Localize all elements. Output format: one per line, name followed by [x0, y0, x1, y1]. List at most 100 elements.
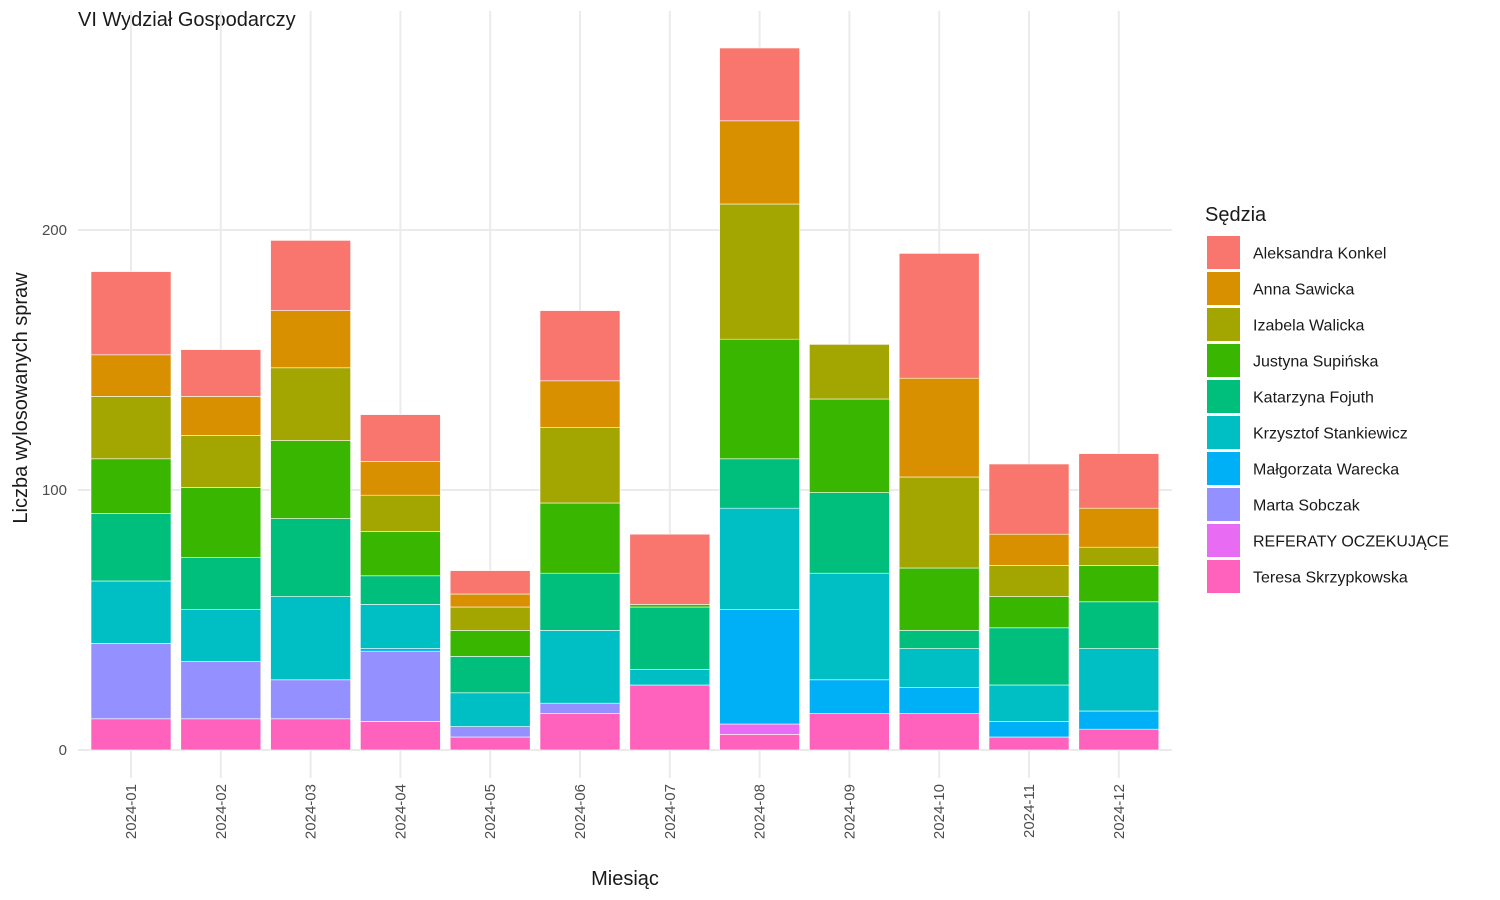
bar-segment [898, 630, 980, 649]
x-tick-label: 2024-09 [841, 784, 858, 839]
legend-swatch [1207, 488, 1240, 521]
x-tick-label: 2024-11 [1021, 784, 1038, 838]
x-tick-label: 2024-06 [572, 784, 589, 839]
y-tick-label: 100 [42, 482, 67, 499]
bar-segment [719, 609, 800, 725]
bar-segment [270, 718, 351, 751]
bar-segment [270, 596, 351, 681]
bar-segment [449, 726, 531, 738]
bar-segment [360, 494, 441, 532]
x-tick-label: 2024-05 [482, 784, 499, 839]
bar-segment [449, 570, 531, 595]
x-tick-label: 2024-03 [303, 784, 320, 839]
bar-segment [270, 367, 351, 441]
x-tick-labels: 2024-01 2024-02 2024-03 2024-04 2024-05 2024-… [123, 784, 1128, 839]
bar-segment [449, 606, 531, 631]
bar-segment [180, 435, 262, 488]
bar-segment [988, 684, 1070, 722]
bar-segment [90, 458, 172, 514]
bar-segment [988, 721, 1070, 738]
bar-segment [1078, 565, 1160, 603]
bar-segment [719, 47, 800, 122]
bar-segment [360, 575, 441, 605]
y-tick-label: 200 [42, 222, 67, 239]
bar-segment [809, 492, 890, 574]
bar-segment [449, 630, 531, 657]
bar-segment [90, 643, 172, 720]
legend-swatch [1207, 560, 1240, 593]
bar-segment [539, 380, 621, 428]
bar-segment [1078, 728, 1160, 751]
bar-segment [629, 606, 711, 670]
bar-segment [988, 596, 1070, 629]
bar-segment [449, 593, 531, 608]
legend: Sędzia Aleksandra Konkel Anna Sawicka Izab… [1205, 204, 1449, 593]
bars-layer [90, 47, 1160, 751]
bar-segment [988, 627, 1070, 686]
legend-swatch [1207, 416, 1240, 449]
bar-segment [90, 354, 172, 397]
bar-segment [1078, 648, 1160, 712]
legend-items: Aleksandra Konkel Anna Sawicka Izabela Wal… [1207, 236, 1449, 593]
bar-segment [539, 713, 621, 751]
legend-swatch [1207, 272, 1240, 305]
bar-segment [629, 533, 711, 605]
bar-segment [90, 271, 172, 356]
bar-segment [90, 513, 172, 582]
y-axis-title: Liczba wylosowanych spraw [10, 272, 32, 524]
legend-swatch [1207, 344, 1240, 377]
bar-segment [1078, 601, 1160, 649]
bar-segment [719, 338, 800, 460]
bar-segment [809, 398, 890, 493]
bar-segment [180, 349, 262, 397]
bar-segment [449, 736, 531, 751]
bar-segment [90, 396, 172, 460]
legend-label: Justyna Supińska [1253, 354, 1379, 371]
bar-segment [539, 702, 621, 714]
y-tick-labels: 0 100 200 [42, 222, 67, 759]
legend-label: Teresa Skrzypkowska [1253, 570, 1408, 587]
bar-segment [449, 656, 531, 694]
bar-segment [90, 718, 172, 751]
legend-label: Katarzyna Fojuth [1253, 390, 1374, 407]
bar-segment [898, 377, 980, 478]
bar-segment [1078, 507, 1160, 548]
bar-segment [539, 630, 621, 704]
bar-segment [360, 604, 441, 649]
x-tick-label: 2024-12 [1111, 784, 1128, 839]
legend-title: Sędzia [1205, 204, 1267, 226]
bar-segment [809, 679, 890, 714]
bar-segment [539, 572, 621, 631]
bar-segment [539, 310, 621, 382]
legend-label: Marta Sobczak [1253, 498, 1361, 515]
bar-segment [1078, 453, 1160, 509]
legend-swatch [1207, 236, 1240, 269]
y-tick-label: 0 [59, 742, 67, 759]
bar-segment [719, 734, 800, 751]
bar-segment [180, 396, 262, 436]
legend-label: Krzysztof Stankiewicz [1253, 426, 1408, 443]
bar-segment [898, 687, 980, 714]
bar-segment [360, 414, 441, 462]
bar-segment [988, 736, 1070, 751]
bar-segment [360, 461, 441, 496]
bar-segment [719, 723, 800, 735]
bar-segment [539, 502, 621, 574]
x-tick-label: 2024-01 [123, 784, 140, 839]
bar-segment [719, 203, 800, 340]
bar-segment [449, 692, 531, 727]
bar-segment [90, 580, 172, 644]
legend-label: Anna Sawicka [1253, 282, 1354, 299]
legend-swatch [1207, 452, 1240, 485]
bar-segment [180, 487, 262, 558]
bar-segment [898, 476, 980, 569]
bar-segment [180, 718, 262, 751]
bar-segment [539, 427, 621, 504]
bar-segment [988, 565, 1070, 597]
legend-label: Małgorzata Warecka [1253, 462, 1399, 479]
legend-label: REFERATY OCZEKUJĄCE [1253, 534, 1449, 551]
bar-segment [360, 650, 441, 722]
bar-segment [629, 604, 711, 608]
bar-segment [1078, 546, 1160, 566]
